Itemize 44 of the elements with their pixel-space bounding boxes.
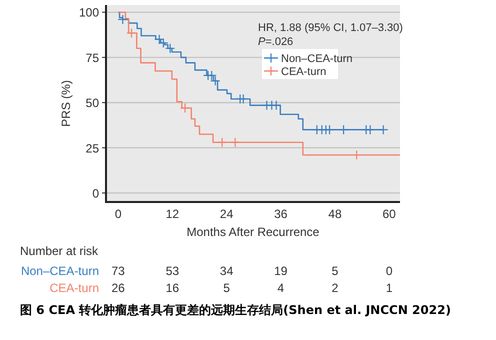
text: 26 xyxy=(112,281,126,295)
point xyxy=(365,124,376,135)
text: 16 xyxy=(166,281,180,295)
x-tick-label: 0 xyxy=(114,207,122,221)
x-axis-title: Months After Recurrence xyxy=(186,225,320,239)
point xyxy=(378,124,388,135)
point xyxy=(338,124,349,135)
text: 0 xyxy=(386,264,393,278)
text: 34 xyxy=(220,264,234,278)
text: 73 xyxy=(112,264,126,278)
y-tick-label: 50 xyxy=(86,96,100,110)
point xyxy=(271,100,282,110)
annotation: P=.026 xyxy=(258,36,294,48)
text: CEA-turn xyxy=(50,281,99,295)
text: Non–CEA-turn xyxy=(20,264,99,278)
point xyxy=(154,34,164,44)
y-axis-title: PRS (%) xyxy=(59,80,73,127)
point xyxy=(126,28,137,38)
caption: 图 6 CEA 转化肿瘤患者具有更差的远期生存结局(Shen et al. JNCCN 2022) xyxy=(20,303,451,317)
point xyxy=(230,137,240,148)
x-tick-label: 36 xyxy=(274,207,288,221)
text: 5 xyxy=(223,281,230,295)
point xyxy=(238,94,248,104)
text: Number at risk xyxy=(20,244,100,258)
x-tick-label: 12 xyxy=(166,207,180,221)
text: 1 xyxy=(386,281,393,295)
text: 4 xyxy=(277,281,284,295)
annotation: HR, 1.88 (95% CI, 1.07–3.30) xyxy=(258,22,403,34)
y-tick-label: 100 xyxy=(78,6,100,20)
x-tick-label: 24 xyxy=(220,207,234,221)
text: 5 xyxy=(332,264,339,278)
legend-label: CEA-turn xyxy=(281,66,326,78)
x-tick-label: 60 xyxy=(382,207,396,221)
point xyxy=(180,102,190,114)
text: 19 xyxy=(274,264,288,278)
y-tick-label: 25 xyxy=(86,141,100,156)
y-tick-label: 0 xyxy=(92,186,100,200)
x-tick-label: 48 xyxy=(328,207,342,221)
text: 53 xyxy=(166,264,180,278)
point xyxy=(118,14,128,25)
point xyxy=(217,137,228,148)
legend-label: Non–CEA-turn xyxy=(281,53,353,65)
y-tick-label: 75 xyxy=(86,50,100,65)
text: 2 xyxy=(332,281,339,295)
